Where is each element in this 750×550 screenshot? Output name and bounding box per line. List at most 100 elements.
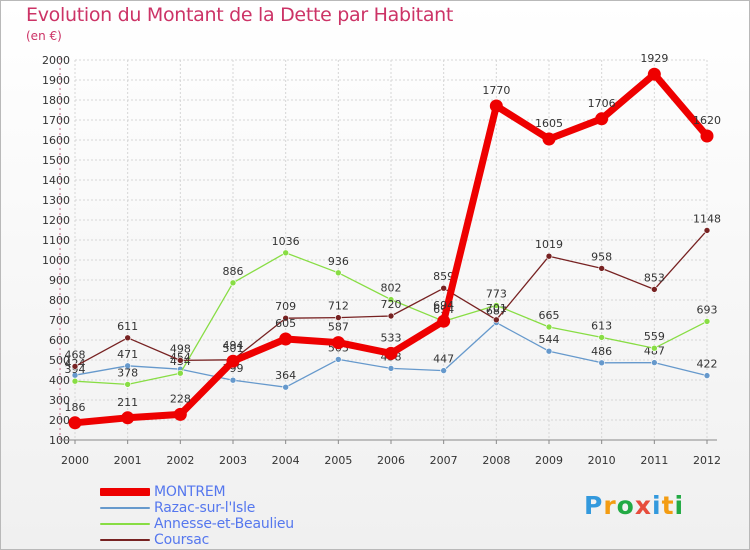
data-label: 186 [65,401,86,414]
y-tick-label: 400 [49,374,70,387]
data-label: 1620 [693,114,721,127]
legend-swatch [100,488,150,496]
data-label: 422 [697,358,718,371]
legend-item: Coursac [100,532,209,548]
data-point [440,284,447,292]
data-point [598,359,605,367]
y-tick-label: 1600 [42,134,70,147]
data-label: 498 [170,342,191,355]
x-tick-label: 2011 [640,454,668,467]
y-tick-label: 200 [49,414,70,427]
data-point [71,377,79,385]
data-label: 364 [275,369,296,382]
data-point [387,312,395,320]
data-point [384,346,398,360]
legend-swatch [100,507,150,509]
y-tick-label: 1100 [42,234,70,247]
y-tick-label: 1000 [42,254,70,267]
data-label: 544 [539,333,560,346]
data-point [282,383,289,391]
data-label: 1929 [640,52,668,65]
x-tick-label: 2005 [324,454,352,467]
data-point [703,318,711,325]
data-label: 1770 [482,84,510,97]
data-point [387,365,395,372]
data-point [335,269,342,277]
legend-label: Razac-sur-l'Isle [154,500,256,516]
data-label: 468 [65,348,86,361]
data-point [545,323,553,331]
data-point [282,249,289,257]
data-point [335,314,342,321]
data-label: 1019 [535,238,563,251]
data-point [489,99,503,113]
chart-subtitle: (en €) [26,29,62,43]
data-label: 1605 [535,117,563,130]
data-label: 613 [591,319,612,332]
data-point [493,302,500,309]
data-point [700,129,714,143]
data-label: 886 [223,265,244,278]
data-point [440,367,447,374]
legend-label: Annesse-et-Beaulieu [154,516,294,532]
data-label: 587 [328,321,349,334]
x-tick-label: 2002 [166,454,194,467]
data-label: 1036 [272,235,300,248]
x-tick-label: 2010 [588,454,616,467]
data-point [703,372,711,379]
legend-item: Annesse-et-Beaulieu [100,516,294,532]
chart-title: Evolution du Montant de la Dette par Hab… [26,4,454,26]
data-label: 665 [539,309,560,322]
data-point [121,411,135,425]
x-tick-label: 2004 [272,454,300,467]
data-label: 494 [223,339,244,352]
data-label: 1148 [693,212,721,225]
data-point [545,252,553,260]
y-tick-label: 1400 [42,174,70,187]
data-label: 958 [591,250,612,263]
legend-label: Coursac [154,532,210,548]
y-tick-label: 300 [49,394,70,407]
y-tick-label: 1800 [42,94,70,107]
y-tick-label: 900 [49,274,70,287]
y-tick-label: 2000 [42,54,70,67]
data-label: 228 [170,392,191,405]
data-point [173,407,187,421]
y-tick-label: 100 [49,434,70,447]
data-label: 486 [591,345,612,358]
data-label: 694 [433,299,454,312]
legend-item: Razac-sur-l'Isle [100,500,255,516]
data-point [177,357,184,364]
data-label: 559 [644,330,665,343]
y-tick-label: 500 [49,354,70,367]
data-label: 211 [117,396,138,409]
x-tick-label: 2003 [219,454,247,467]
y-tick-label: 600 [49,334,70,347]
x-tick-label: 2008 [482,454,510,467]
y-tick-label: 1300 [42,194,70,207]
data-point [226,354,240,368]
data-point [335,356,342,363]
data-label: 936 [328,255,349,268]
data-point [598,265,605,272]
data-label: 693 [697,303,718,316]
data-label: 501 [223,342,244,355]
legend-swatch [100,539,150,541]
y-tick-label: 1900 [42,74,70,87]
proxiti-logo: Proxiti [584,491,685,520]
data-point [71,363,79,370]
data-point [437,314,451,328]
data-point [545,347,553,355]
data-label: 605 [275,317,296,330]
data-label: 611 [117,320,138,333]
x-tick-label: 2009 [535,454,563,467]
data-label: 853 [644,271,665,284]
data-point [651,359,658,366]
data-point [331,336,345,350]
data-point [279,332,293,346]
y-tick-label: 800 [49,294,70,307]
x-tick-label: 2006 [377,454,405,467]
x-tick-label: 2001 [114,454,142,467]
legend-item: MONTREM [100,484,226,500]
